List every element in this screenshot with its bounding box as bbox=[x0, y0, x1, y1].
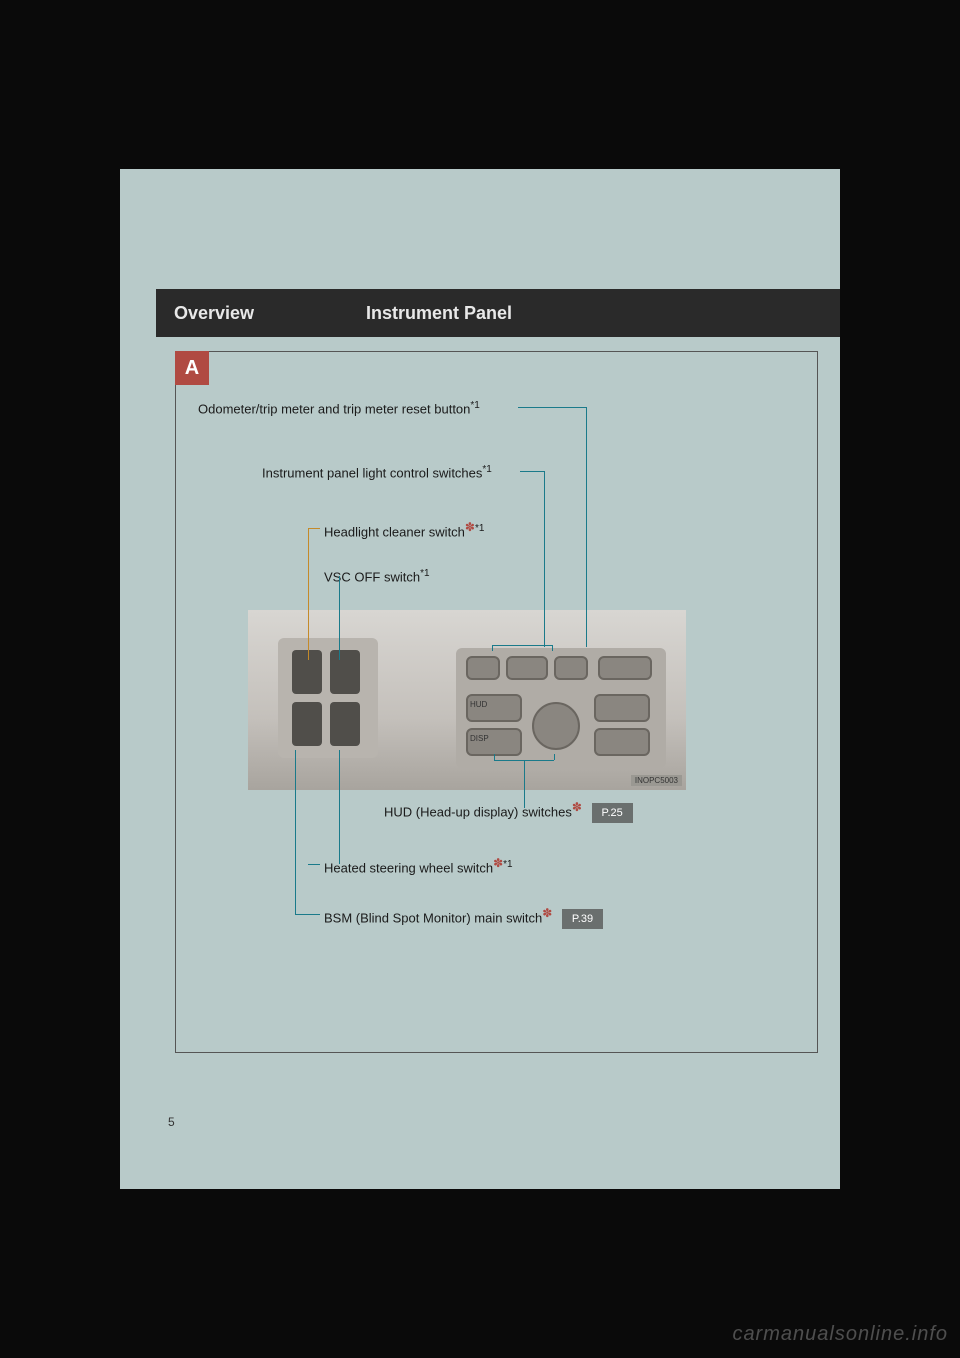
disp-button-label: DISP bbox=[470, 734, 489, 743]
callout-panel-light-text: Instrument panel light control switches bbox=[262, 465, 482, 480]
manual-page: Overview Instrument Panel A Odometer/tri… bbox=[120, 169, 840, 1189]
switch-cluster-left bbox=[278, 638, 378, 758]
leader-line bbox=[554, 754, 555, 760]
leader-line bbox=[339, 576, 340, 660]
instrument-panel-photo: HUD DISP INOPC5003 bbox=[248, 610, 686, 790]
leader-line bbox=[308, 864, 320, 865]
callout-odometer: Odometer/trip meter and trip meter reset… bbox=[198, 400, 480, 416]
right-btn-3 bbox=[554, 656, 588, 680]
leader-line bbox=[524, 760, 525, 808]
callout-headlight-cleaner-text: Headlight cleaner switch bbox=[324, 524, 465, 539]
right-btn-1 bbox=[466, 656, 500, 680]
leader-line bbox=[586, 407, 587, 647]
leader-line bbox=[308, 528, 320, 529]
leader-line bbox=[308, 528, 309, 660]
page-ref-hud: P.25 bbox=[592, 803, 633, 823]
callout-hud-text: HUD (Head-up display) switches bbox=[384, 804, 572, 819]
leader-line bbox=[544, 471, 545, 647]
asterisk-icon: ✽ bbox=[572, 800, 582, 814]
leader-line bbox=[339, 750, 340, 864]
left-btn-2 bbox=[330, 650, 360, 694]
diagram-box: A Odometer/trip meter and trip meter res… bbox=[175, 351, 818, 1053]
callout-headlight-cleaner: Headlight cleaner switch✽*1 bbox=[324, 520, 484, 539]
section-tag: A bbox=[175, 351, 209, 385]
callout-hud: HUD (Head-up display) switches✽ P.25 bbox=[384, 800, 633, 823]
left-btn-4 bbox=[330, 702, 360, 746]
callout-heated-wheel: Heated steering wheel switch✽*1 bbox=[324, 856, 513, 875]
leader-line bbox=[520, 471, 544, 472]
leader-line bbox=[492, 645, 493, 651]
leader-line bbox=[494, 754, 495, 760]
page-number: 5 bbox=[168, 1115, 175, 1129]
callout-panel-light-sup: *1 bbox=[482, 464, 491, 475]
photo-ident-code: INOPC5003 bbox=[631, 775, 682, 786]
hud-button-label: HUD bbox=[470, 700, 487, 709]
page-ref-bsm: P.39 bbox=[562, 909, 603, 929]
center-dial bbox=[532, 702, 580, 750]
left-btn-1 bbox=[292, 650, 322, 694]
right-btn-4 bbox=[598, 656, 652, 680]
callout-panel-light: Instrument panel light control switches*… bbox=[262, 464, 492, 480]
asterisk-icon: ✽ bbox=[465, 520, 475, 534]
header-bar: Overview Instrument Panel bbox=[156, 289, 840, 337]
asterisk-icon: ✽ bbox=[542, 906, 552, 920]
callout-vsc-sup: *1 bbox=[420, 568, 429, 579]
overview-label: Overview bbox=[156, 303, 366, 324]
callout-odometer-sup: *1 bbox=[470, 400, 479, 411]
right-btn-2 bbox=[506, 656, 548, 680]
callout-bsm-text: BSM (Blind Spot Monitor) main switch bbox=[324, 910, 542, 925]
down-button bbox=[594, 728, 650, 756]
callout-heated-text: Heated steering wheel switch bbox=[324, 860, 493, 875]
section-title: Instrument Panel bbox=[366, 303, 512, 324]
asterisk-icon: ✽ bbox=[493, 856, 503, 870]
switch-cluster-right: HUD DISP bbox=[456, 648, 666, 768]
leader-line bbox=[518, 407, 586, 408]
up-button bbox=[594, 694, 650, 722]
left-btn-3 bbox=[292, 702, 322, 746]
callout-headlight-sup: *1 bbox=[475, 523, 484, 534]
watermark: carmanualsonline.info bbox=[732, 1323, 948, 1346]
leader-line bbox=[295, 750, 296, 914]
callout-bsm: BSM (Blind Spot Monitor) main switch✽ P.… bbox=[324, 906, 603, 929]
leader-line bbox=[295, 914, 320, 915]
callout-heated-sup: *1 bbox=[503, 859, 512, 870]
callout-odometer-text: Odometer/trip meter and trip meter reset… bbox=[198, 401, 470, 416]
leader-line bbox=[492, 645, 552, 646]
leader-line bbox=[552, 645, 553, 651]
